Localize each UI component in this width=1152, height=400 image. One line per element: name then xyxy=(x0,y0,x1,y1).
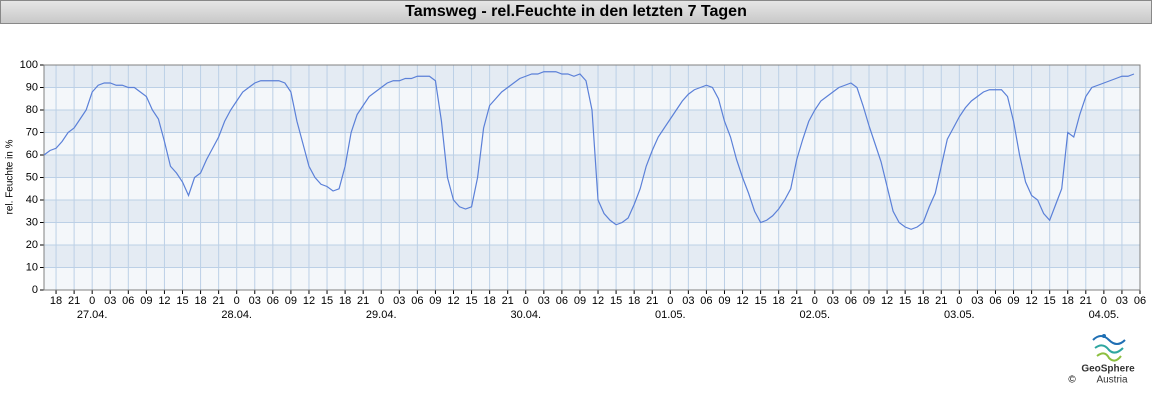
x-tick-label: 0 xyxy=(812,295,818,307)
y-tick-label: 0 xyxy=(32,284,38,296)
x-tick-label: 21 xyxy=(1080,295,1092,307)
y-tick-label: 20 xyxy=(26,239,38,251)
grid-band xyxy=(44,245,1140,268)
grid-band xyxy=(44,87,1140,110)
x-tick-label: 21 xyxy=(68,295,80,307)
x-tick-label: 15 xyxy=(1044,295,1056,307)
x-tick-label: 15 xyxy=(754,295,766,307)
grid-band xyxy=(44,132,1140,155)
x-tick-label: 0 xyxy=(234,295,240,307)
date-label: 04.05. xyxy=(1089,309,1120,321)
x-tick-label: 18 xyxy=(339,295,351,307)
x-tick-label: 18 xyxy=(917,295,929,307)
y-tick-label: 100 xyxy=(20,59,38,71)
y-tick-label: 40 xyxy=(26,194,38,206)
x-tick-label: 06 xyxy=(122,295,134,307)
x-tick-label: 03 xyxy=(393,295,405,307)
x-tick-label: 09 xyxy=(1007,295,1019,307)
x-tick-label: 0 xyxy=(523,295,529,307)
x-tick-label: 03 xyxy=(971,295,983,307)
x-tick-label: 12 xyxy=(881,295,893,307)
x-tick-label: 21 xyxy=(357,295,369,307)
x-tick-label: 06 xyxy=(989,295,1001,307)
x-tick-label: 09 xyxy=(574,295,586,307)
x-tick-label: 12 xyxy=(1025,295,1037,307)
y-tick-label: 50 xyxy=(26,171,38,183)
date-label: 02.05. xyxy=(800,309,831,321)
x-tick-label: 03 xyxy=(1116,295,1128,307)
x-tick-label: 06 xyxy=(556,295,568,307)
x-tick-label: 06 xyxy=(700,295,712,307)
x-tick-label: 09 xyxy=(285,295,297,307)
x-tick-label: 12 xyxy=(736,295,748,307)
x-tick-label: 21 xyxy=(213,295,225,307)
x-tick-label: 0 xyxy=(378,295,384,307)
x-tick-label: 21 xyxy=(502,295,514,307)
x-tick-label: 21 xyxy=(646,295,658,307)
date-label: 01.05. xyxy=(655,309,686,321)
x-tick-label: 03 xyxy=(538,295,550,307)
x-tick-label: 09 xyxy=(718,295,730,307)
x-tick-label: 09 xyxy=(140,295,152,307)
copyright: © xyxy=(1068,375,1076,386)
x-tick-label: 21 xyxy=(935,295,947,307)
data-line xyxy=(43,71,1135,230)
x-tick-label: 0 xyxy=(956,295,962,307)
x-tick-label: 06 xyxy=(267,295,279,307)
x-tick-label: 15 xyxy=(321,295,333,307)
grid-band xyxy=(44,65,1140,88)
y-tick-label: 70 xyxy=(26,126,38,138)
grid-band xyxy=(44,200,1140,223)
date-label: 03.05. xyxy=(944,309,975,321)
grid-band xyxy=(44,155,1140,178)
logo-icon xyxy=(1092,334,1126,362)
y-tick-label: 80 xyxy=(26,104,38,116)
x-tick-label: 12 xyxy=(303,295,315,307)
chart-title: Tamsweg - rel.Feuchte in den letzten 7 T… xyxy=(0,0,1152,24)
x-tick-label: 06 xyxy=(1134,295,1146,307)
x-tick-label: 06 xyxy=(411,295,423,307)
x-tick-label: 0 xyxy=(1101,295,1107,307)
x-tick-label: 12 xyxy=(447,295,459,307)
x-tick-label: 18 xyxy=(484,295,496,307)
y-axis-label: rel. Feuchte in % xyxy=(5,139,16,214)
x-tick-label: 03 xyxy=(104,295,116,307)
grid-band xyxy=(44,177,1140,200)
y-tick-label: 10 xyxy=(26,261,38,273)
x-tick-label: 12 xyxy=(592,295,604,307)
y-tick-label: 30 xyxy=(26,216,38,228)
x-tick-label: 21 xyxy=(791,295,803,307)
x-tick-label: 03 xyxy=(682,295,694,307)
x-tick-label: 18 xyxy=(628,295,640,307)
x-tick-label: 06 xyxy=(845,295,857,307)
logo-name: GeoSphere xyxy=(1081,364,1135,375)
x-tick-label: 18 xyxy=(1062,295,1074,307)
x-tick-label: 15 xyxy=(465,295,477,307)
x-tick-label: 12 xyxy=(158,295,170,307)
date-label: 29.04. xyxy=(366,309,397,321)
x-tick-label: 18 xyxy=(194,295,206,307)
date-label: 27.04. xyxy=(77,309,108,321)
x-tick-label: 03 xyxy=(249,295,261,307)
x-tick-label: 15 xyxy=(610,295,622,307)
date-label: 30.04. xyxy=(510,309,541,321)
x-tick-label: 0 xyxy=(667,295,673,307)
x-tick-label: 18 xyxy=(50,295,62,307)
grid-band xyxy=(44,222,1140,245)
plot-border xyxy=(43,64,1141,291)
x-tick-label: 09 xyxy=(429,295,441,307)
y-tick-label: 60 xyxy=(26,149,38,161)
x-tick-label: 0 xyxy=(89,295,95,307)
x-tick-label: 18 xyxy=(773,295,785,307)
x-tick-label: 15 xyxy=(176,295,188,307)
grid-band xyxy=(44,267,1140,290)
date-label: 28.04. xyxy=(221,309,252,321)
logo-sub: Austria xyxy=(1096,375,1128,386)
x-tick-label: 09 xyxy=(863,295,875,307)
x-tick-label: 15 xyxy=(899,295,911,307)
y-tick-label: 90 xyxy=(26,81,38,93)
x-tick-label: 03 xyxy=(827,295,839,307)
